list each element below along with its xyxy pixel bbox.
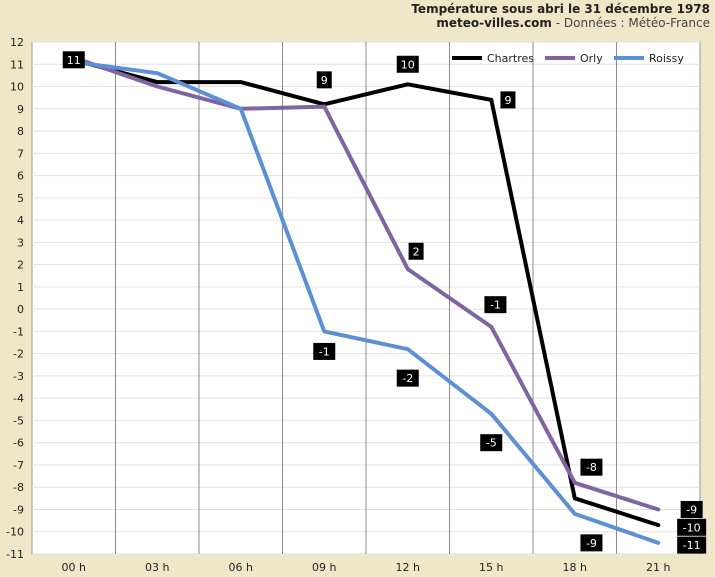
data-label-text: -1 (319, 345, 330, 358)
data-label: -2 (396, 369, 419, 387)
data-label-box (580, 458, 603, 476)
y-tick-label: 7 (17, 147, 24, 160)
data-label-box (408, 242, 424, 260)
data-label-text: -11 (683, 539, 701, 552)
y-tick-label: 10 (10, 81, 24, 94)
data-label: 9 (500, 91, 516, 109)
data-label-box (480, 434, 503, 452)
data-label: -11 (677, 536, 707, 554)
y-tick-label: 4 (17, 214, 24, 227)
y-tick-label: 11 (10, 58, 24, 71)
y-tick-label: -9 (13, 503, 24, 516)
y-tick-label: -11 (6, 548, 24, 561)
x-tick-label: 03 h (145, 561, 169, 574)
y-tick-label: -3 (13, 370, 24, 383)
series-lines (71, 55, 661, 545)
data-label: 10 (396, 55, 419, 73)
legend-label-chartres: Chartres (487, 52, 534, 65)
data-label: -9 (580, 534, 603, 552)
data-label-text: -9 (586, 537, 597, 550)
series-line-roissy (71, 60, 661, 545)
data-label-text: -5 (486, 437, 497, 450)
data-label-box (396, 55, 419, 73)
data-label-box (580, 534, 603, 552)
y-tick-label: -6 (13, 437, 24, 450)
data-label-text: -2 (402, 372, 413, 385)
data-label-text: -10 (683, 521, 701, 534)
data-label-text: -1 (490, 299, 501, 312)
y-tick-label: 9 (17, 103, 24, 116)
data-label-box (396, 369, 419, 387)
x-tick-label: 15 h (479, 561, 503, 574)
data-label: 2 (408, 242, 424, 260)
legend: Chartres Orly Roissy (452, 52, 684, 65)
y-tick-label: 5 (17, 192, 24, 205)
x-axis-ticks: 00 h 03 h 06 h 09 h 12 h 15 h 18 h 21 h (62, 561, 671, 574)
grid-lines (32, 41, 700, 555)
data-label-text: -8 (586, 461, 597, 474)
x-tick-label: 09 h (312, 561, 336, 574)
data-label-box (484, 296, 507, 314)
data-label-text: 9 (504, 94, 511, 107)
data-label-text: 9 (321, 74, 328, 87)
data-label: 9 (316, 71, 332, 89)
x-tick-label: 12 h (396, 561, 420, 574)
series-line-chartres (71, 57, 661, 528)
y-tick-label: 6 (17, 170, 24, 183)
data-label: -5 (480, 434, 503, 452)
data-label: -10 (677, 518, 707, 536)
data-label: -1 (313, 342, 336, 360)
y-tick-label: 12 (10, 36, 24, 49)
series-line-orly (71, 55, 661, 512)
x-tick-label: 00 h (62, 561, 86, 574)
y-tick-label: 0 (17, 303, 24, 316)
data-label-box (500, 91, 516, 109)
y-tick-label: -8 (13, 481, 24, 494)
y-tick-label: 2 (17, 259, 24, 272)
data-label: 11 (62, 51, 85, 69)
data-label-box (313, 342, 336, 360)
data-label-text: -9 (686, 503, 697, 516)
chart-subtitle: meteo-villes.com - Données : Météo-Franc… (436, 16, 710, 30)
data-label-box (680, 500, 703, 518)
y-tick-label: 3 (17, 236, 24, 249)
data-label-box (677, 518, 707, 536)
y-tick-label: 1 (17, 281, 24, 294)
y-tick-label: 8 (17, 125, 24, 138)
data-label-box (677, 536, 707, 554)
x-tick-label: 18 h (563, 561, 587, 574)
data-label-text: 2 (413, 245, 420, 258)
chart-title: Température sous abri le 31 décembre 197… (411, 2, 710, 16)
y-tick-label: -5 (13, 414, 24, 427)
y-tick-label: -1 (13, 325, 24, 338)
data-label-box (62, 51, 85, 69)
data-label-text: 11 (67, 54, 81, 67)
data-label: -9 (680, 500, 703, 518)
data-labels: 11 9 10 9 2 -1 -1 -2 -5 -8 -9 -9 -10 -11 (62, 51, 707, 554)
y-tick-label: -7 (13, 459, 24, 472)
legend-label-roissy: Roissy (649, 52, 684, 65)
data-source: - Données : Météo-France (552, 16, 710, 30)
legend-label-orly: Orly (580, 52, 603, 65)
data-label-box (316, 71, 332, 89)
y-tick-label: -10 (6, 526, 24, 539)
y-tick-label: -2 (13, 348, 24, 361)
data-label: -1 (484, 296, 507, 314)
site-name: meteo-villes.com (436, 16, 552, 30)
x-tick-label: 21 h (646, 561, 670, 574)
y-tick-label: -4 (13, 392, 24, 405)
data-label-text: 10 (401, 58, 415, 71)
x-tick-label: 06 h (229, 561, 253, 574)
data-label: -8 (580, 458, 603, 476)
